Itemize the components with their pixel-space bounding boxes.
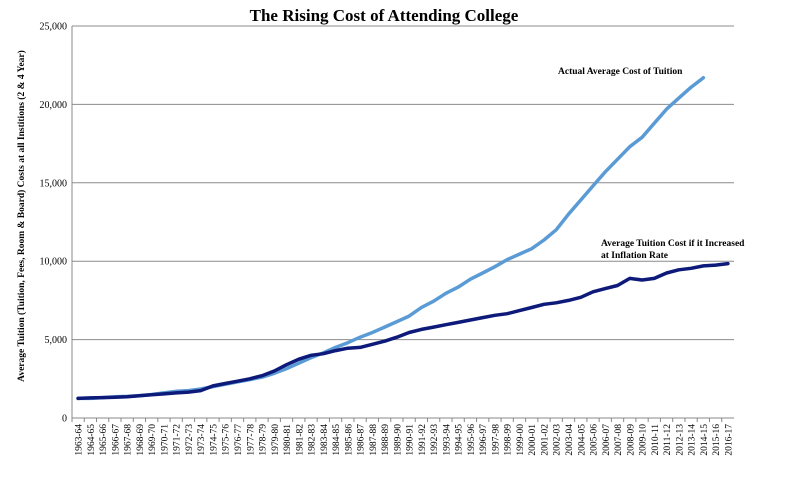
x-tick-label: 1992-93 [430, 424, 440, 456]
annotation-actual-cost: Actual Average Cost of Tuition [558, 67, 683, 77]
x-tick-label: 1964-65 [87, 424, 97, 456]
x-tick-label: 1968-69 [136, 424, 146, 456]
y-tick-label: 10,000 [40, 257, 68, 268]
x-tick-label: 1987-88 [369, 424, 379, 456]
x-tick-label: 1996-97 [479, 424, 489, 456]
y-tick-label: 20,000 [40, 100, 68, 111]
x-tick-label: 1978-79 [259, 424, 269, 456]
x-tick-label: 1980-81 [283, 424, 293, 456]
x-tick-label: 1990-91 [406, 424, 416, 456]
x-tick-label: 1989-90 [393, 424, 403, 456]
series-lines [76, 75, 730, 401]
x-tick-label: 1967-68 [124, 424, 134, 456]
annotations: Actual Average Cost of Tuition Average Tu… [558, 67, 745, 261]
x-tick-label: 2002-03 [553, 424, 563, 456]
x-tick-label: 1969-70 [148, 424, 158, 456]
x-tick-label: 2007-08 [614, 424, 624, 456]
x-tick-label: 1966-67 [111, 424, 121, 456]
x-tick-label: 1991-92 [418, 424, 428, 456]
x-tick-label: 1970-71 [160, 424, 170, 456]
y-tick-label: 15,000 [40, 178, 68, 189]
y-axis-label: Average Tuition (Tuition, Fees, Room & B… [16, 50, 27, 382]
x-tick-label: 1986-87 [357, 424, 367, 456]
x-tick-label: 1984-85 [332, 424, 342, 456]
x-tick-label: 1994-95 [455, 424, 465, 456]
x-tick-label: 1975-76 [222, 424, 232, 456]
x-tick-label: 1972-73 [185, 424, 195, 456]
x-tick-label: 2001-02 [540, 424, 550, 456]
gridlines [72, 25, 734, 341]
x-tick-labels: 1963-64 1964-65 1965-66 1966-67 1967-68 1968-… [71, 418, 734, 456]
x-tick-label: 1999-00 [516, 424, 526, 456]
x-tick-label: 1965-66 [99, 424, 109, 456]
x-tick-label: 1982-83 [308, 424, 318, 456]
x-tick-label: 2008-09 [626, 424, 636, 456]
x-tick-label: 1976-77 [234, 424, 244, 456]
x-tick-label: 1963-64 [75, 424, 85, 456]
x-tick-label: 2015-16 [712, 424, 722, 456]
series-line-1 [76, 261, 730, 401]
x-tick-label: 2011-12 [663, 424, 673, 456]
x-tick-label: 1983-84 [320, 424, 330, 456]
x-tick-label: 1988-89 [381, 424, 391, 456]
x-tick-label: 1971-72 [173, 424, 183, 456]
y-tick-label: 0 [62, 414, 67, 425]
x-tick-label: 2014-15 [700, 424, 710, 456]
x-tick-label: 1981-82 [295, 424, 305, 456]
x-tick-label: 2000-01 [528, 424, 538, 456]
x-tick-label: 2005-06 [590, 424, 600, 456]
x-tick-label: 1998-99 [504, 424, 514, 456]
x-tick-label: 2016-17 [724, 424, 734, 456]
x-tick-label: 2004-05 [577, 424, 587, 456]
y-tick-label: 25,000 [40, 22, 68, 33]
x-tick-label: 1985-86 [344, 424, 354, 456]
x-tick-label: 2006-07 [602, 424, 612, 456]
chart-title: The Rising Cost of Attending College [250, 6, 519, 25]
y-tick-labels: 0 5,000 10,000 15,000 20,000 25,000 [40, 22, 68, 425]
x-tick-label: 1993-94 [442, 424, 452, 456]
x-tick-label: 2010-11 [651, 424, 661, 456]
annotation-inflation-cost-line: Average Tuition Cost if it Increased [601, 239, 745, 249]
x-tick-label: 2013-14 [688, 424, 698, 456]
annotation-inflation-cost-line: at Inflation Rate [601, 251, 668, 261]
x-tick-label: 2009-10 [639, 424, 649, 456]
x-tick-label: 1979-80 [271, 424, 281, 456]
x-tick-label: 2012-13 [675, 424, 685, 456]
x-tick-label: 1973-74 [197, 424, 207, 456]
x-tick-label: 1997-98 [491, 424, 501, 456]
y-tick-label: 5,000 [45, 335, 68, 346]
x-tick-label: 1974-75 [209, 424, 219, 456]
x-tick-label: 1977-78 [246, 424, 256, 456]
x-tick-label: 1995-96 [467, 424, 477, 456]
x-tick-label: 2003-04 [565, 424, 575, 456]
